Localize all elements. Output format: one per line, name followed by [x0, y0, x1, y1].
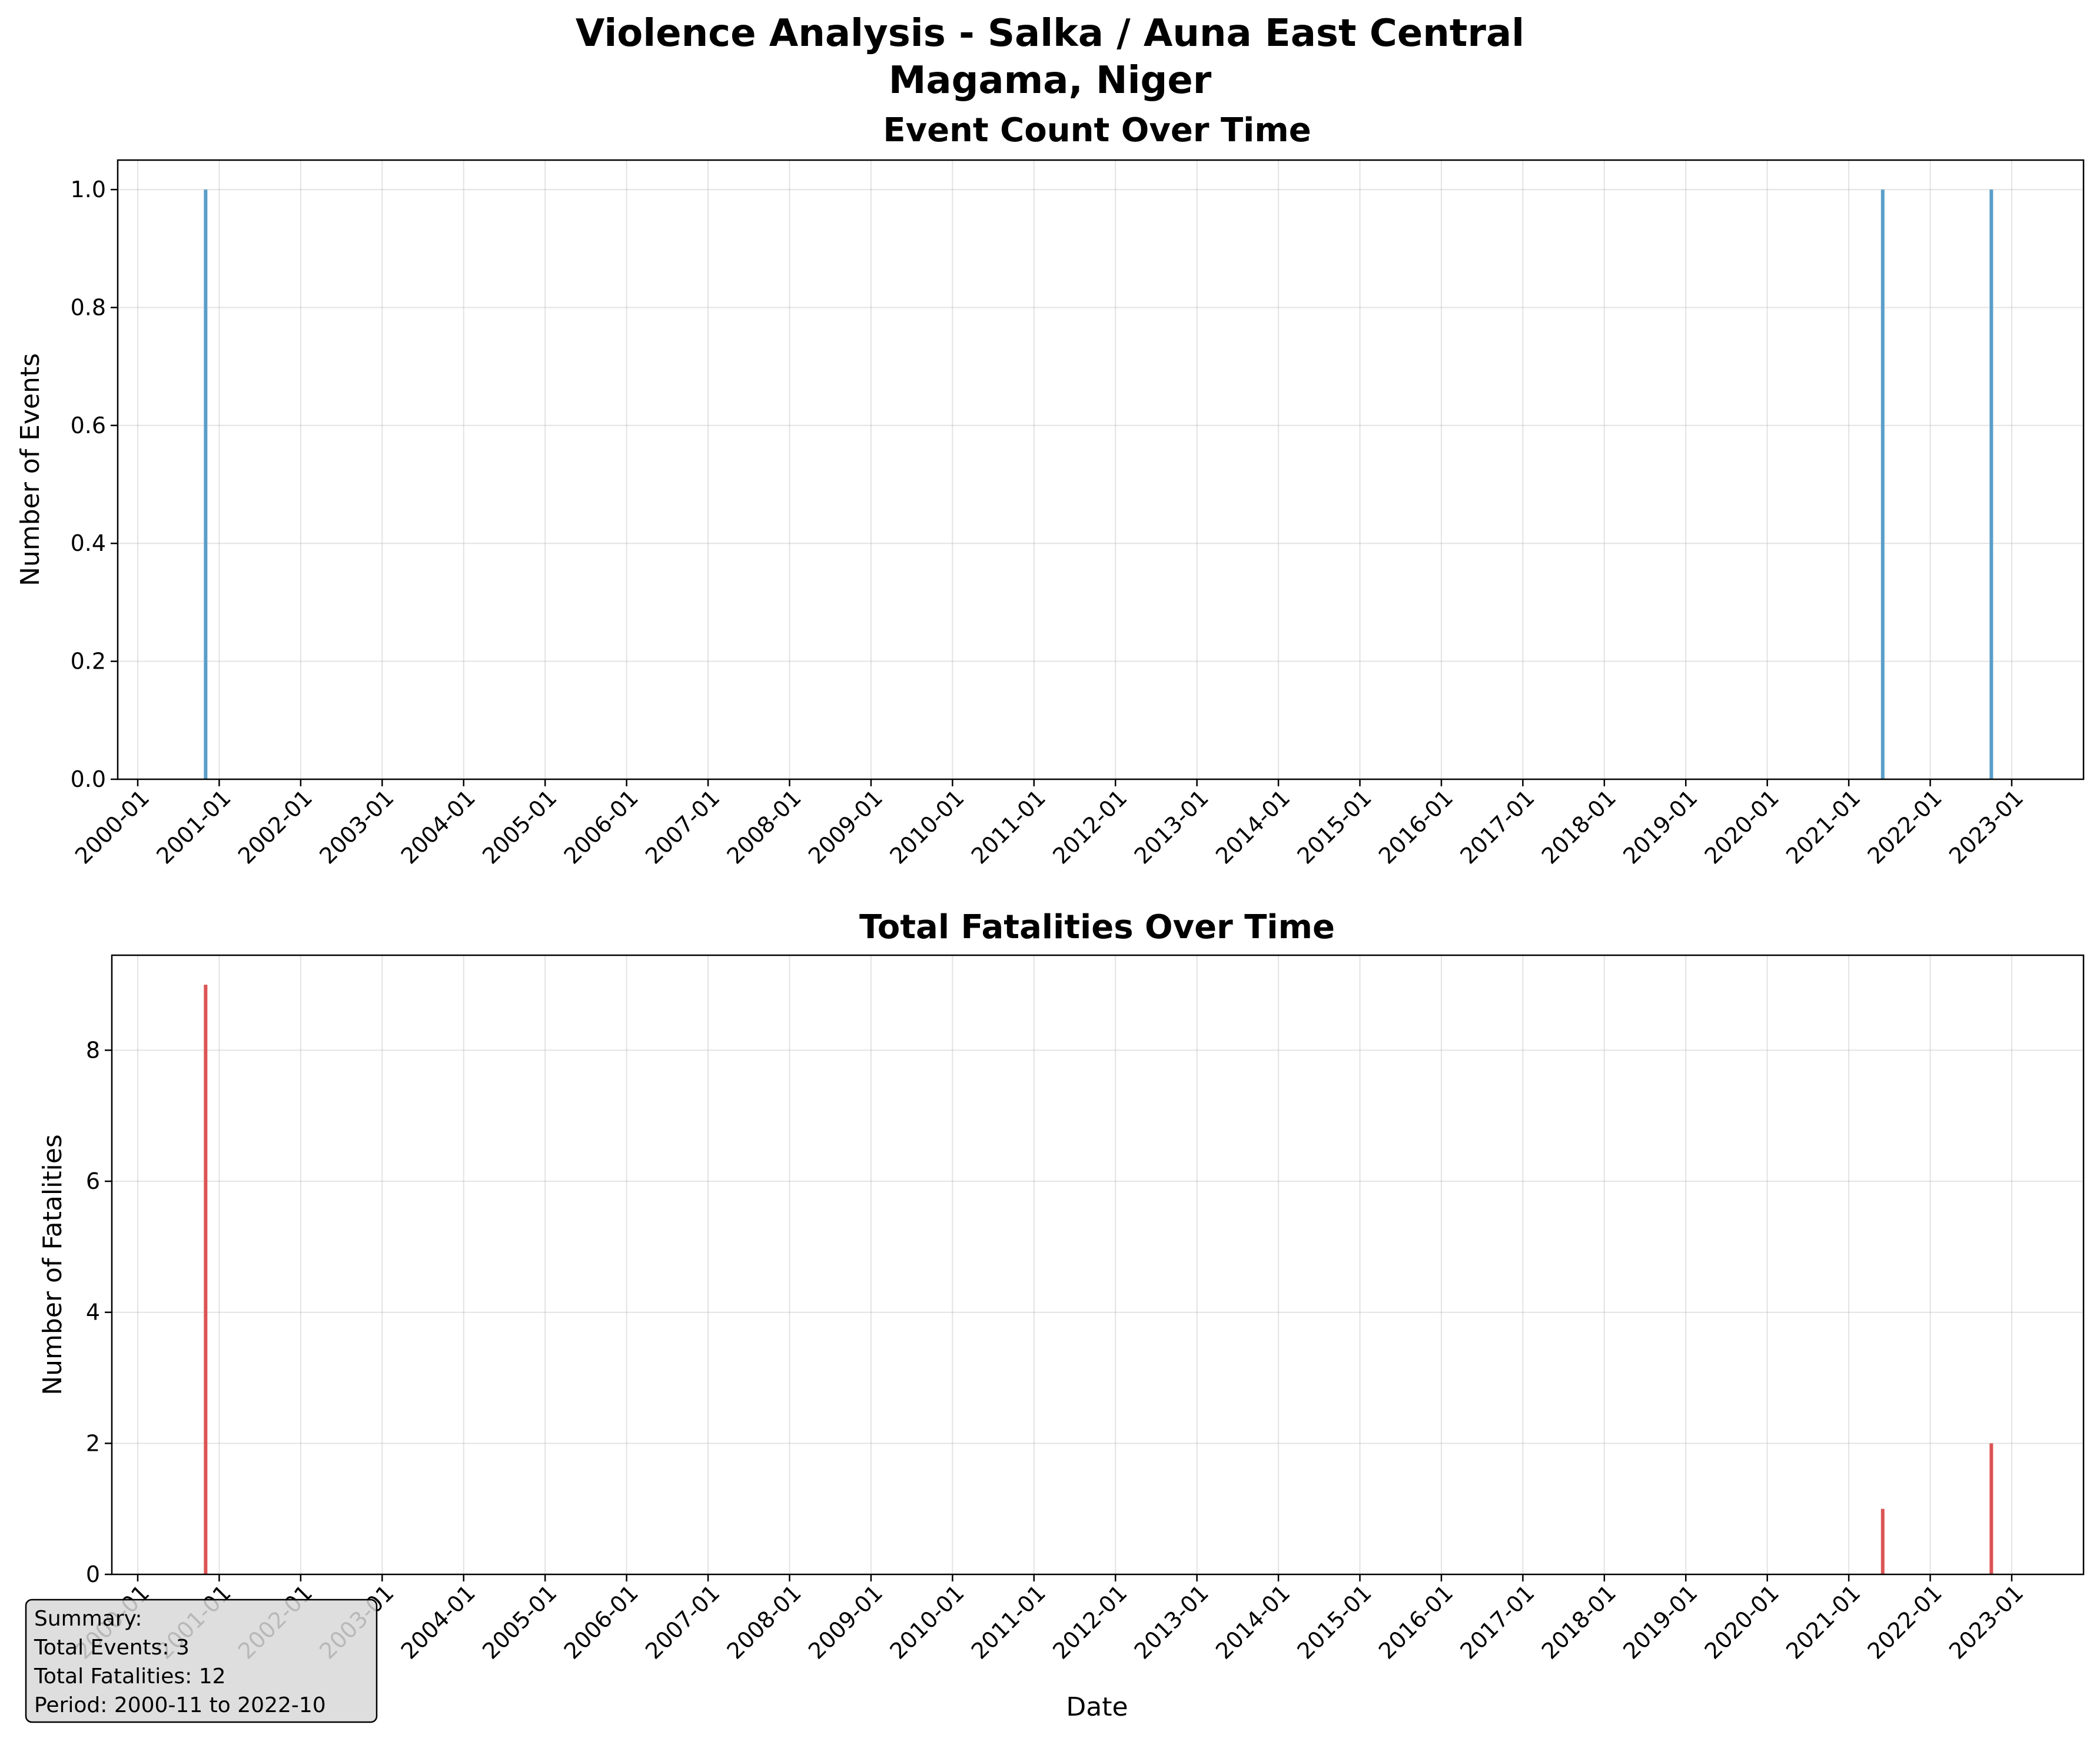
fatalities-y-tick-label: 8 — [86, 1037, 100, 1063]
fatalities-bars — [204, 985, 1993, 1574]
event-count-bar — [204, 190, 208, 780]
event-count-bars — [204, 190, 1993, 780]
event-count-y-tick-label: 1.0 — [71, 177, 106, 202]
event-count-bar — [1880, 190, 1885, 780]
fatalities-y-axis-label: Number of Fatalities — [38, 1134, 68, 1395]
summary-box-background — [25, 1599, 378, 1723]
event-count-gridlines — [118, 160, 2084, 780]
fatalities-axes-frame — [111, 954, 2085, 1576]
event-count-axes-frame — [117, 159, 2085, 780]
figure-title-line1: Violence Analysis - Salka / Auna East Ce… — [576, 12, 1524, 55]
summary-total-events: Total Events: 3 — [34, 1636, 190, 1660]
event-count-bar — [1989, 190, 1993, 780]
fatalities-bar — [204, 985, 208, 1574]
fatalities-y-tick-label: 0 — [86, 1561, 100, 1587]
event-count-y-tick-label: 0.4 — [71, 530, 106, 556]
event-count-title: Event Count Over Time — [883, 111, 1311, 149]
event-count-y-tick-label: 0.2 — [71, 649, 106, 674]
fatalities-y-tick-label: 6 — [86, 1168, 100, 1194]
fatalities-x-axis-label: Date — [1066, 1692, 1128, 1722]
event-count-y-tick-label: 0.0 — [71, 766, 106, 792]
event-count-y-axis-label: Number of Events — [15, 353, 45, 586]
fatalities-title: Total Fatalities Over Time — [859, 908, 1335, 946]
event-count-y-tick-label: 0.8 — [71, 294, 106, 320]
summary-box: Summary: Total Events: 3 Total Fatalitie… — [25, 1599, 378, 1723]
event-count-y-tick-label: 0.6 — [71, 413, 106, 438]
fatalities-bar — [1989, 1443, 1993, 1574]
event-count-y-ticks: 0.0 0.2 0.4 0.6 0.8 1.0 — [71, 177, 118, 792]
fatalities-y-tick-label: 4 — [86, 1300, 100, 1325]
fatalities-bar — [1880, 1508, 1885, 1574]
summary-heading: Summary: — [34, 1607, 142, 1631]
summary-period: Period: 2000-11 to 2022-10 — [34, 1693, 326, 1717]
fatalities-y-tick-label: 2 — [86, 1430, 100, 1456]
figure-title-line2: Magama, Niger — [889, 59, 1212, 102]
summary-total-fatalities: Total Fatalities: 12 — [34, 1664, 226, 1689]
fatalities-y-ticks: 0 2 4 6 8 — [86, 1037, 112, 1587]
